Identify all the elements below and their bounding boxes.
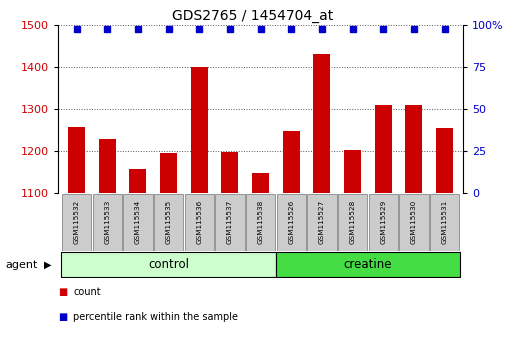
Text: GSM115527: GSM115527	[318, 200, 324, 244]
FancyBboxPatch shape	[368, 194, 397, 251]
FancyBboxPatch shape	[245, 194, 275, 251]
Bar	[313, 54, 330, 193]
Text: GSM115532: GSM115532	[73, 200, 79, 244]
FancyBboxPatch shape	[61, 252, 275, 278]
Text: ■: ■	[58, 287, 67, 297]
Bar	[221, 152, 238, 193]
FancyBboxPatch shape	[92, 194, 122, 251]
Text: ■: ■	[58, 312, 67, 322]
FancyBboxPatch shape	[184, 194, 214, 251]
Bar	[251, 173, 269, 193]
Text: GSM115534: GSM115534	[135, 200, 141, 244]
Bar	[68, 126, 85, 193]
Bar	[282, 131, 299, 193]
Text: GSM115538: GSM115538	[257, 200, 263, 244]
Bar	[129, 169, 146, 193]
Text: ▶: ▶	[44, 259, 52, 270]
Text: count: count	[73, 287, 101, 297]
FancyBboxPatch shape	[429, 194, 459, 251]
Text: GSM115536: GSM115536	[196, 200, 202, 244]
Bar	[190, 67, 207, 193]
FancyBboxPatch shape	[307, 194, 336, 251]
FancyBboxPatch shape	[62, 194, 91, 251]
Bar	[435, 128, 452, 193]
Text: GSM115537: GSM115537	[226, 200, 232, 244]
Text: GDS2765 / 1454704_at: GDS2765 / 1454704_at	[172, 9, 333, 23]
FancyBboxPatch shape	[123, 194, 153, 251]
FancyBboxPatch shape	[275, 252, 459, 278]
Text: GSM115531: GSM115531	[441, 200, 447, 244]
Text: GSM115535: GSM115535	[165, 200, 171, 244]
FancyBboxPatch shape	[398, 194, 428, 251]
Text: GSM115529: GSM115529	[379, 200, 385, 244]
Bar	[374, 105, 391, 193]
Bar	[343, 150, 360, 193]
Text: GSM115530: GSM115530	[410, 200, 416, 244]
FancyBboxPatch shape	[154, 194, 183, 251]
Text: percentile rank within the sample: percentile rank within the sample	[73, 312, 238, 322]
Bar	[405, 105, 422, 193]
Bar	[98, 139, 116, 193]
Text: creatine: creatine	[343, 258, 391, 271]
Text: control: control	[148, 258, 189, 271]
Bar	[160, 153, 177, 193]
Text: GSM115526: GSM115526	[288, 200, 294, 244]
Text: GSM115528: GSM115528	[349, 200, 355, 244]
FancyBboxPatch shape	[215, 194, 244, 251]
FancyBboxPatch shape	[276, 194, 306, 251]
FancyBboxPatch shape	[337, 194, 367, 251]
Text: agent: agent	[5, 259, 37, 270]
Text: GSM115533: GSM115533	[104, 200, 110, 244]
